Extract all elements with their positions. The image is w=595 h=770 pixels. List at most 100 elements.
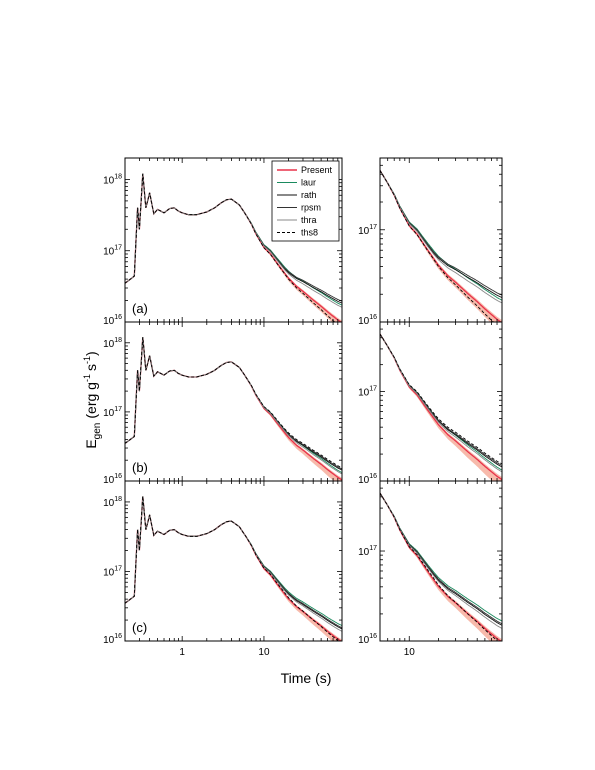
series-line-ths8 bbox=[125, 173, 336, 322]
y-tick-label-base: 10 bbox=[358, 475, 370, 486]
y-tick-label-exp: 16 bbox=[369, 473, 377, 480]
y-tick-label: 1018 bbox=[103, 173, 122, 186]
plot-frame bbox=[379, 157, 503, 323]
series-line-rath bbox=[380, 170, 502, 299]
y-title-units-close: ) bbox=[83, 351, 99, 356]
series-line-thra bbox=[125, 496, 342, 632]
series-line-present bbox=[380, 170, 502, 322]
y-tick-label: 1017 bbox=[358, 386, 377, 399]
series-line-rath bbox=[125, 496, 342, 630]
series-line-rath bbox=[125, 337, 342, 471]
y-tick-label: 1016 bbox=[103, 314, 122, 327]
y-tick-label-base: 10 bbox=[358, 547, 370, 558]
y-tick-label-exp: 18 bbox=[114, 337, 122, 344]
y-title-units-mid: s bbox=[83, 364, 99, 371]
legend-label-laur: laur bbox=[301, 178, 316, 188]
y-title-exp1: -1 bbox=[82, 374, 92, 382]
y-tick-label-base: 10 bbox=[103, 175, 115, 186]
y-tick-label-base: 10 bbox=[103, 408, 115, 419]
series-line-rpsm bbox=[380, 170, 502, 296]
y-tick-label-exp: 18 bbox=[114, 173, 122, 180]
y-title-exp2: -1 bbox=[82, 356, 92, 364]
y-title-main: E bbox=[83, 439, 99, 448]
present-uncertainty-band bbox=[125, 337, 342, 481]
y-tick-label: 1016 bbox=[103, 633, 122, 646]
y-tick-label-base: 10 bbox=[103, 475, 115, 486]
series-line-ths8 bbox=[125, 337, 342, 469]
y-tick-label: 1016 bbox=[358, 473, 377, 486]
y-tick-label-base: 10 bbox=[103, 316, 115, 327]
series-line-laur bbox=[380, 333, 502, 471]
y-tick-label: 1017 bbox=[103, 406, 122, 419]
y-tick-label: 1017 bbox=[358, 545, 377, 558]
y-tick-label-exp: 16 bbox=[114, 473, 122, 480]
x-tick-label: 1 bbox=[179, 647, 185, 658]
y-tick-label-base: 10 bbox=[103, 339, 115, 350]
y-tick-label-exp: 16 bbox=[369, 314, 377, 321]
series-line-rpsm bbox=[125, 337, 342, 470]
series-line-thra bbox=[380, 492, 502, 629]
legend-box bbox=[271, 160, 340, 242]
y-tick-label-base: 10 bbox=[358, 388, 370, 399]
y-tick-label: 1017 bbox=[103, 565, 122, 578]
y-tick-label-base: 10 bbox=[358, 316, 370, 327]
y-title-sub: gen bbox=[92, 423, 103, 440]
y-tick-label-base: 10 bbox=[103, 567, 115, 578]
y-tick-label: 1016 bbox=[103, 473, 122, 486]
y-tick-label-exp: 17 bbox=[369, 224, 377, 231]
y-tick-label: 1017 bbox=[103, 245, 122, 258]
y-tick-label-exp: 17 bbox=[369, 545, 377, 552]
x-tick-label: 10 bbox=[258, 647, 270, 658]
series-line-rpsm bbox=[380, 333, 502, 466]
y-tick-label-base: 10 bbox=[103, 498, 115, 509]
legend-label-rpsm: rpsm bbox=[301, 203, 321, 213]
y-tick-label-exp: 16 bbox=[114, 314, 122, 321]
series-line-present bbox=[380, 333, 502, 481]
panel-label: (a) bbox=[132, 301, 148, 316]
series-line-rath bbox=[380, 492, 502, 626]
series-line-laur bbox=[380, 170, 502, 301]
y-tick-label-exp: 17 bbox=[114, 565, 122, 572]
y-tick-label: 1017 bbox=[358, 224, 377, 237]
present-uncertainty-band bbox=[125, 173, 342, 322]
series-line-rath bbox=[380, 333, 502, 468]
panel-label: (c) bbox=[132, 620, 147, 635]
y-tick-label-exp: 16 bbox=[114, 633, 122, 640]
panels-group: 101810171016(a)Presentlaurrathrpsmthrath… bbox=[103, 157, 503, 658]
y-tick-label-exp: 17 bbox=[114, 406, 122, 413]
series-line-rpsm bbox=[380, 492, 502, 625]
y-tick-label-base: 10 bbox=[103, 247, 115, 258]
series-line-rpsm bbox=[125, 496, 342, 629]
y-tick-label: 1018 bbox=[103, 337, 122, 350]
y-tick-label: 1016 bbox=[358, 314, 377, 327]
left-panel-1: 101810171016(a)Presentlaurrathrpsmthrath… bbox=[103, 157, 343, 327]
svg-text:Egen(erg g-1s-1): Egen(erg g-1s-1) bbox=[82, 351, 103, 448]
legend-label-thra: thra bbox=[301, 215, 317, 225]
legend: Present laur rath rpsm thra ths8 bbox=[271, 160, 340, 242]
y-tick-label-exp: 16 bbox=[369, 633, 377, 640]
series-line-ths8 bbox=[125, 496, 340, 641]
present-uncertainty-band bbox=[125, 496, 342, 641]
y-axis-title: Egen(erg g-1s-1) bbox=[82, 351, 103, 448]
y-tick-label-base: 10 bbox=[358, 635, 370, 646]
y-tick-label-exp: 17 bbox=[114, 245, 122, 252]
series-line-ths8 bbox=[380, 170, 494, 322]
y-tick-label-exp: 18 bbox=[114, 496, 122, 503]
legend-label-present: Present bbox=[301, 165, 333, 175]
series-line-laur bbox=[125, 496, 342, 627]
series-line-ths8 bbox=[380, 333, 502, 465]
plot-frame bbox=[379, 480, 503, 642]
y-tick-label: 1018 bbox=[103, 496, 122, 509]
series-line-thra bbox=[380, 170, 502, 304]
y-tick-label-base: 10 bbox=[103, 635, 115, 646]
legend-label-rath: rath bbox=[301, 190, 317, 200]
series-line-thra bbox=[380, 333, 502, 473]
y-tick-label-exp: 17 bbox=[369, 386, 377, 393]
series-line-laur bbox=[380, 492, 502, 622]
